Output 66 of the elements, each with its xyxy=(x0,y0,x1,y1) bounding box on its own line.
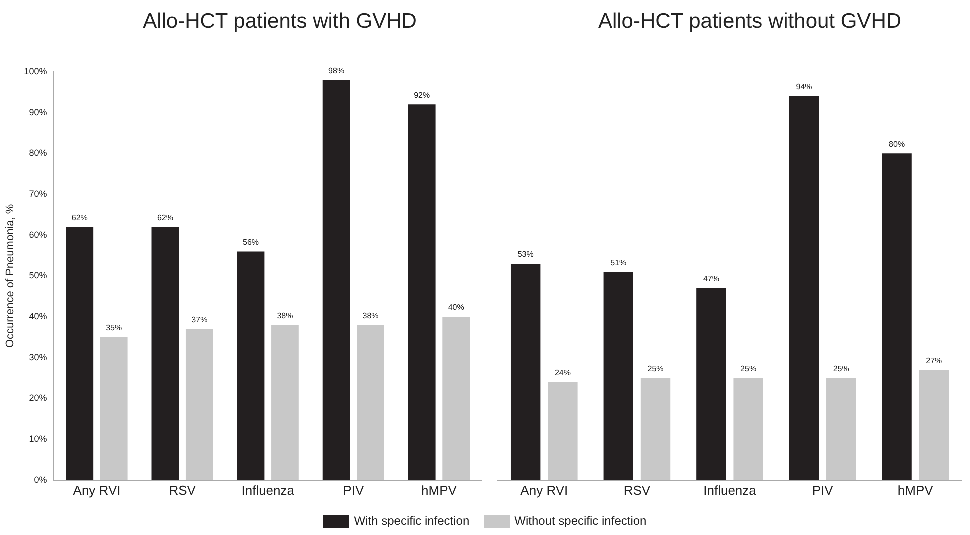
y-tick-label: 0% xyxy=(34,474,48,485)
bar xyxy=(882,154,912,480)
y-tick-label: 90% xyxy=(29,107,48,118)
data-label: 38% xyxy=(362,311,379,320)
data-label: 25% xyxy=(740,364,757,374)
bar xyxy=(826,378,856,480)
bar xyxy=(186,329,214,480)
bar xyxy=(272,325,299,480)
bar xyxy=(408,104,436,480)
bar xyxy=(66,227,94,480)
x-tick-label: Any RVI xyxy=(73,482,121,498)
data-label: 25% xyxy=(648,364,664,374)
y-tick-label: 40% xyxy=(29,312,48,322)
bar xyxy=(100,337,128,480)
bar xyxy=(640,378,671,480)
data-label: 80% xyxy=(889,140,906,149)
data-label: 62% xyxy=(157,213,174,222)
x-tick-label: RSV xyxy=(624,482,651,498)
chart-title: Allo-HCT patients without GVHD xyxy=(597,10,903,34)
x-tick-label: PIV xyxy=(343,482,364,498)
data-label: 24% xyxy=(554,368,571,378)
data-label: 94% xyxy=(796,82,812,92)
data-label: 38% xyxy=(277,311,294,320)
data-label: 62% xyxy=(72,213,88,222)
y-tick-label: 30% xyxy=(29,352,48,362)
data-label: 35% xyxy=(106,324,122,333)
data-label: 37% xyxy=(192,315,208,324)
data-label: 47% xyxy=(703,274,720,284)
x-tick-label: PIV xyxy=(812,482,834,498)
legend-label: Without specific infection xyxy=(514,514,647,528)
y-tick-label: 80% xyxy=(29,148,48,158)
x-tick-label: hMPV xyxy=(898,482,934,498)
bar xyxy=(696,288,726,480)
x-tick-label: hMPV xyxy=(422,482,458,498)
bar xyxy=(322,80,350,480)
x-tick-label: Any RVI xyxy=(520,482,568,498)
x-tick-label: Influenza xyxy=(242,482,296,498)
y-tick-label: 20% xyxy=(29,393,48,404)
x-tick-label: Influenza xyxy=(704,482,758,498)
y-axis-title: Occurrence of Pneumonia, % xyxy=(4,204,17,348)
y-tick-label: 10% xyxy=(29,434,48,444)
bar xyxy=(789,96,820,480)
bar xyxy=(919,370,950,480)
legend-label: With specific infection xyxy=(354,514,470,528)
x-tick-label: RSV xyxy=(169,482,196,498)
bar xyxy=(237,252,265,480)
y-tick-label: 60% xyxy=(29,230,48,240)
data-label: 25% xyxy=(833,364,850,374)
bar xyxy=(442,317,470,480)
bar xyxy=(152,227,180,480)
bar xyxy=(510,264,541,480)
y-tick-label: 50% xyxy=(29,270,48,281)
bar xyxy=(357,325,384,480)
y-tick-label: 100% xyxy=(24,66,48,76)
data-label: 98% xyxy=(328,66,345,76)
bar xyxy=(548,382,578,480)
data-label: 53% xyxy=(518,250,534,260)
y-tick-label: 70% xyxy=(29,189,48,200)
data-label: 56% xyxy=(242,238,260,247)
data-label: 27% xyxy=(926,356,942,366)
bar xyxy=(734,378,764,480)
data-label: 40% xyxy=(448,303,464,312)
chart-title: Allo-HCT patients with GVHD xyxy=(142,10,418,34)
bar xyxy=(604,272,634,480)
data-label: 92% xyxy=(414,90,430,100)
data-label: 51% xyxy=(610,258,627,268)
